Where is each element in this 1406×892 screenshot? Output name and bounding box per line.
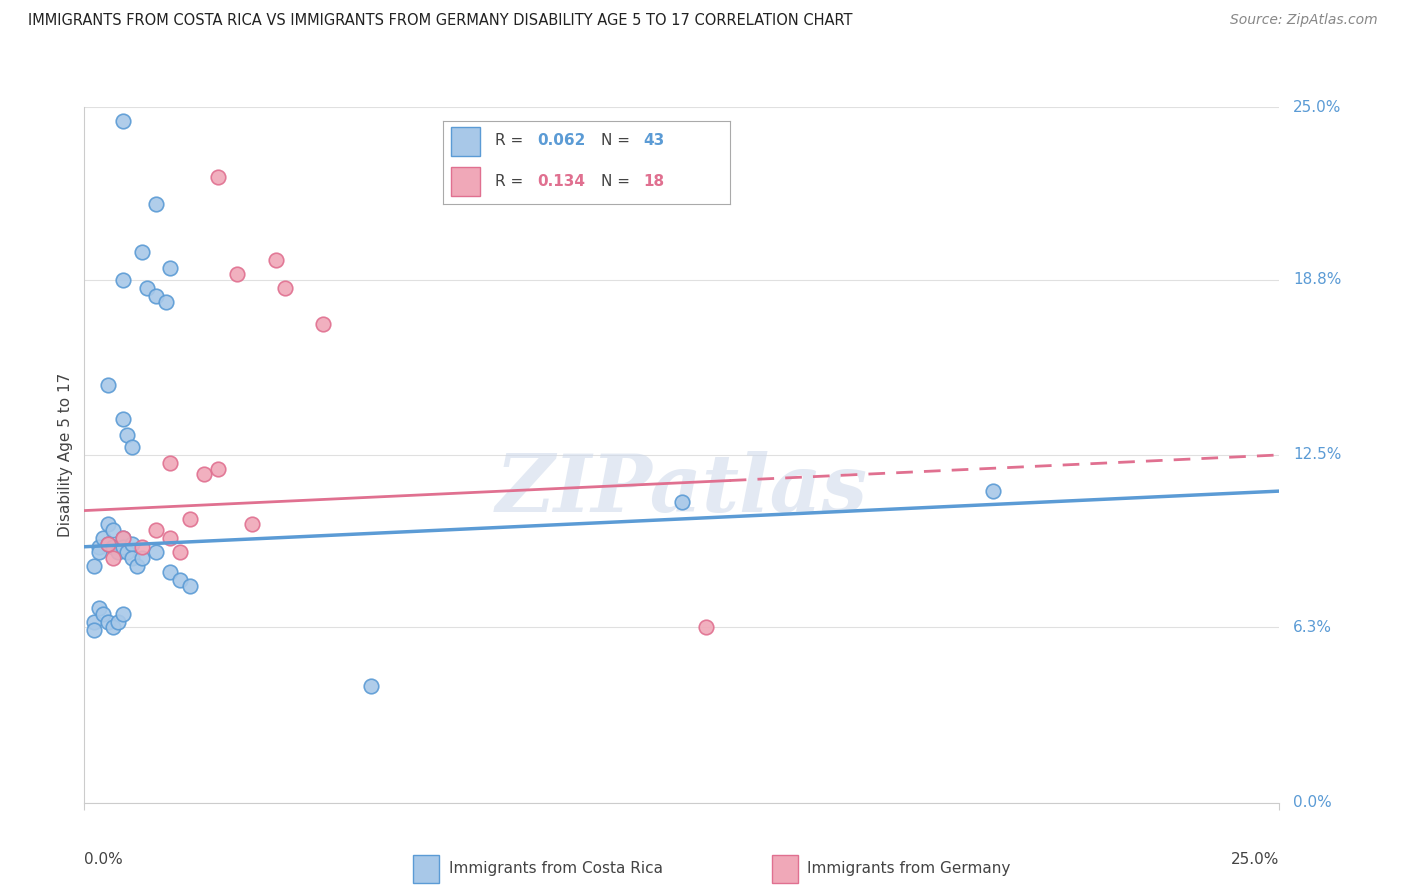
- Point: [111, 411, 134, 425]
- Bar: [772, 855, 797, 883]
- Point: [97, 378, 120, 392]
- Point: [207, 169, 229, 184]
- Point: [360, 679, 382, 693]
- Point: [240, 517, 263, 532]
- Point: [101, 540, 124, 554]
- Point: [695, 620, 717, 634]
- Point: [121, 440, 143, 454]
- Point: [111, 540, 134, 554]
- Point: [274, 281, 297, 295]
- Point: [121, 550, 143, 565]
- Point: [155, 294, 177, 309]
- Point: [226, 267, 249, 281]
- Point: [97, 537, 120, 551]
- Point: [159, 261, 181, 276]
- Point: [179, 512, 201, 526]
- Point: [111, 607, 134, 621]
- Point: [159, 532, 181, 546]
- Point: [93, 607, 115, 621]
- Point: [125, 559, 148, 574]
- Point: [87, 540, 110, 554]
- Text: 18.8%: 18.8%: [1294, 272, 1341, 287]
- Text: 6.3%: 6.3%: [1294, 620, 1333, 635]
- Point: [87, 601, 110, 615]
- Point: [159, 456, 181, 470]
- Text: 0.0%: 0.0%: [84, 852, 124, 866]
- Point: [207, 462, 229, 476]
- Point: [179, 579, 201, 593]
- Text: ZIPatlas: ZIPatlas: [496, 451, 868, 528]
- Point: [111, 532, 134, 546]
- Text: 0.0%: 0.0%: [1294, 796, 1331, 810]
- Point: [83, 615, 105, 629]
- Point: [117, 545, 139, 559]
- Point: [264, 253, 287, 268]
- Text: 12.5%: 12.5%: [1294, 448, 1341, 462]
- Point: [169, 573, 191, 587]
- Point: [135, 281, 157, 295]
- Point: [159, 565, 181, 579]
- Point: [107, 615, 129, 629]
- Point: [83, 624, 105, 638]
- Point: [117, 428, 139, 442]
- Text: Immigrants from Germany: Immigrants from Germany: [807, 862, 1011, 877]
- Point: [145, 197, 167, 211]
- Text: IMMIGRANTS FROM COSTA RICA VS IMMIGRANTS FROM GERMANY DISABILITY AGE 5 TO 17 COR: IMMIGRANTS FROM COSTA RICA VS IMMIGRANTS…: [28, 13, 852, 29]
- Point: [981, 484, 1004, 499]
- Point: [169, 545, 191, 559]
- Y-axis label: Disability Age 5 to 17: Disability Age 5 to 17: [58, 373, 73, 537]
- Point: [97, 537, 120, 551]
- Point: [131, 550, 153, 565]
- Point: [131, 244, 153, 259]
- Text: Source: ZipAtlas.com: Source: ZipAtlas.com: [1230, 13, 1378, 28]
- Point: [111, 532, 134, 546]
- Point: [101, 523, 124, 537]
- Point: [107, 545, 129, 559]
- Point: [312, 317, 335, 331]
- Point: [97, 615, 120, 629]
- Point: [131, 540, 153, 554]
- Text: 25.0%: 25.0%: [1232, 852, 1279, 866]
- Point: [193, 467, 215, 482]
- Text: Immigrants from Costa Rica: Immigrants from Costa Rica: [449, 862, 662, 877]
- Point: [87, 545, 110, 559]
- Bar: [413, 855, 439, 883]
- Point: [101, 550, 124, 565]
- Point: [121, 537, 143, 551]
- Point: [83, 559, 105, 574]
- Point: [93, 532, 115, 546]
- Point: [145, 289, 167, 303]
- Text: 25.0%: 25.0%: [1294, 100, 1341, 114]
- Point: [101, 620, 124, 634]
- Point: [671, 495, 693, 509]
- Point: [145, 545, 167, 559]
- Point: [145, 523, 167, 537]
- Point: [97, 517, 120, 532]
- Point: [111, 114, 134, 128]
- Point: [111, 272, 134, 286]
